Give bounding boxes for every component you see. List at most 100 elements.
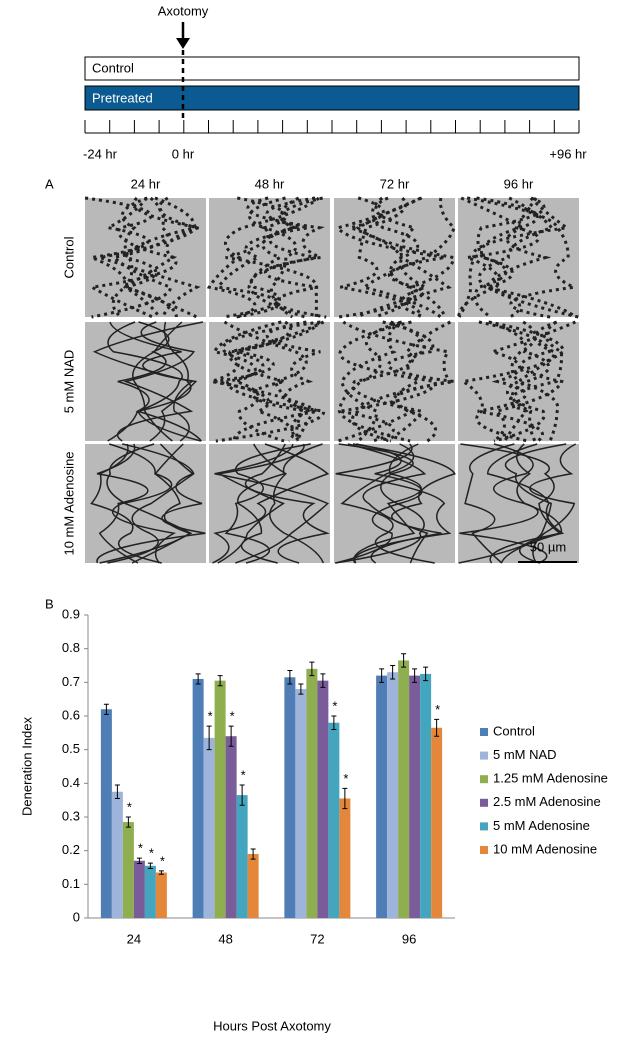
neurite [244,443,330,564]
neurite [459,443,548,564]
neurite [335,443,423,564]
y-tick-label: 0.9 [62,606,80,621]
neurite [215,320,295,443]
neurite [215,321,326,443]
bar [328,722,340,918]
error-bar [217,675,223,687]
bar [431,727,443,918]
legend-swatch [480,846,488,854]
neurite [488,320,550,442]
micrograph-grid [84,196,580,564]
neurite [460,196,552,319]
neurite [116,321,195,442]
neurite [457,196,571,318]
bar [111,791,123,918]
column-label: 24 hr [131,176,161,191]
y-tick-label: 0.2 [62,842,80,857]
neurite [335,443,452,564]
legend-swatch [480,775,488,784]
significance: * [208,709,213,724]
error-bar [320,673,326,688]
row-label: 10 mM Adenosine [61,451,76,555]
error-bar [125,816,131,828]
neurite [96,443,149,564]
micrograph [334,322,455,441]
neurite [111,443,184,564]
legend-swatch [480,822,488,831]
neurite [339,196,421,318]
error-bar [342,787,348,810]
legend-swatch [480,728,488,736]
bar [144,865,156,918]
error-bar [136,857,142,864]
neurite [351,320,452,443]
error-bar [147,862,153,870]
bar [420,673,432,918]
error-bar [309,661,315,677]
neurite [340,443,435,564]
neurite [132,321,183,442]
bar [376,675,388,918]
x-tick-label: 72 [310,931,324,946]
neurite [493,320,546,443]
bar [225,736,237,918]
error-bar [298,683,304,695]
bar [398,660,410,918]
column-label: 96 hr [504,176,534,191]
error-bar [206,725,212,751]
neurite [347,443,429,564]
bar [192,678,204,918]
bar [155,872,167,918]
neurite [488,320,565,442]
error-bar [401,653,407,668]
legend-label: Control [493,723,535,738]
neurite [224,443,311,564]
bar-label: Pretreated [92,90,153,105]
legend-label: 10 mM Adenosine [493,841,597,856]
significance: * [127,799,132,814]
micrograph [85,444,206,563]
error-bar [434,718,440,737]
bar [387,672,399,918]
legend-swatch [480,798,488,807]
neurite [99,443,192,564]
neurite [206,196,320,319]
neurite [215,196,316,319]
arrow-head [176,38,190,49]
significance: * [343,771,348,786]
bar [317,680,329,918]
neurite [265,320,321,442]
bar [214,680,226,918]
time-ticks [84,120,580,133]
neurite [120,196,161,318]
neurite [457,197,540,318]
neurite [486,443,565,564]
error-bar [114,784,120,799]
bar [100,709,112,918]
error-bar [103,703,109,715]
y-tick-label: 0.1 [62,876,80,891]
event-label: Axotomy [158,3,209,18]
significance: * [149,846,154,861]
neurite [464,443,515,564]
bar [295,689,307,918]
y-axis-title: Deneration Index [19,716,34,816]
significance: * [241,767,246,782]
y-tick-label: 0 [73,909,80,924]
neurite [87,196,199,319]
error-bar [423,666,429,682]
neurite [85,197,198,319]
significance: * [435,702,440,717]
bar [339,798,351,918]
x-axis-title: Hours Post Axotomy [213,1018,331,1033]
neurite [211,320,322,442]
y-tick-label: 0.6 [62,707,80,722]
neurite [458,443,567,564]
bar [203,737,215,918]
neurite [214,443,330,564]
neurite [225,196,318,318]
neurite [136,321,202,442]
bar [284,677,296,918]
y-tick-label: 0.7 [62,674,80,689]
neurite [352,443,456,564]
